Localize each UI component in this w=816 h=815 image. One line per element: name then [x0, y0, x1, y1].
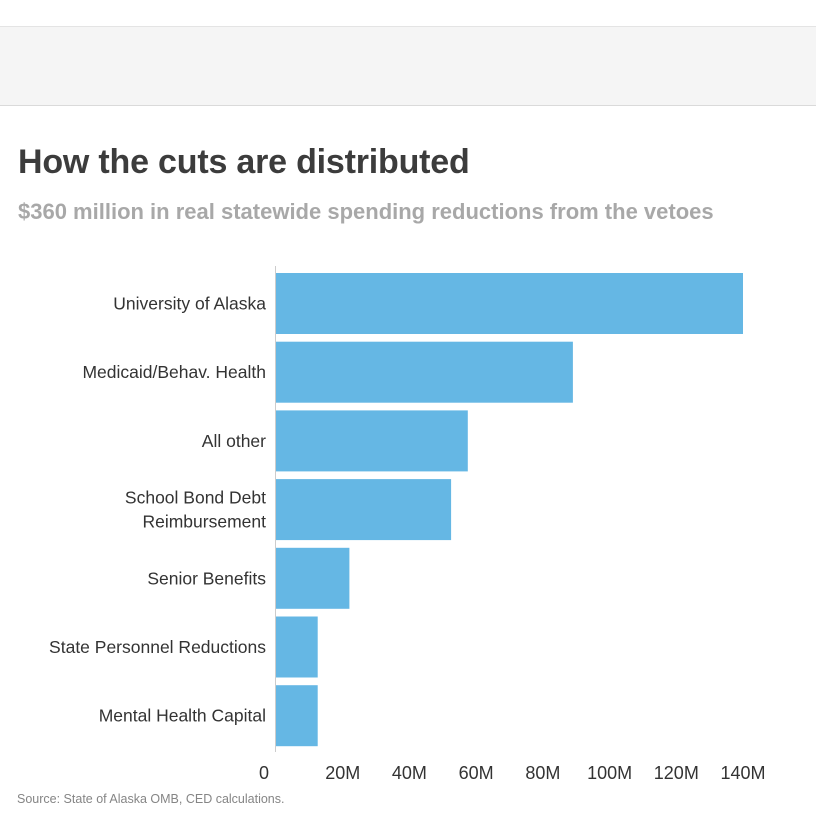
x-tick-label: 0 [259, 763, 269, 783]
x-tick-label: 120M [654, 763, 699, 783]
top-bar [0, 26, 816, 106]
source-note: Source: State of Alaska OMB, CED calcula… [17, 792, 285, 806]
category-label: Reimbursement [142, 512, 266, 532]
bar [276, 685, 318, 747]
bar [276, 479, 452, 541]
bar [276, 547, 350, 609]
category-label: Mental Health Capital [99, 706, 266, 726]
category-label: Medicaid/Behav. Health [82, 362, 266, 382]
chart-title: How the cuts are distributed [18, 143, 470, 181]
x-tick-label: 40M [392, 763, 427, 783]
x-tick-label: 140M [720, 763, 765, 783]
category-label: All other [202, 431, 266, 451]
category-label: State Personnel Reductions [49, 637, 266, 657]
x-tick-label: 60M [459, 763, 494, 783]
bar [276, 273, 743, 334]
category-label: Senior Benefits [147, 568, 266, 588]
x-tick-label: 80M [525, 763, 560, 783]
x-tick-label: 20M [325, 763, 360, 783]
bar [276, 410, 468, 472]
x-tick-label: 100M [587, 763, 632, 783]
bar [276, 616, 318, 678]
category-label: University of Alaska [113, 294, 266, 314]
chart-subtitle: $360 million in real statewide spending … [18, 199, 714, 224]
bar [276, 341, 573, 403]
category-label: School Bond Debt [125, 488, 266, 508]
